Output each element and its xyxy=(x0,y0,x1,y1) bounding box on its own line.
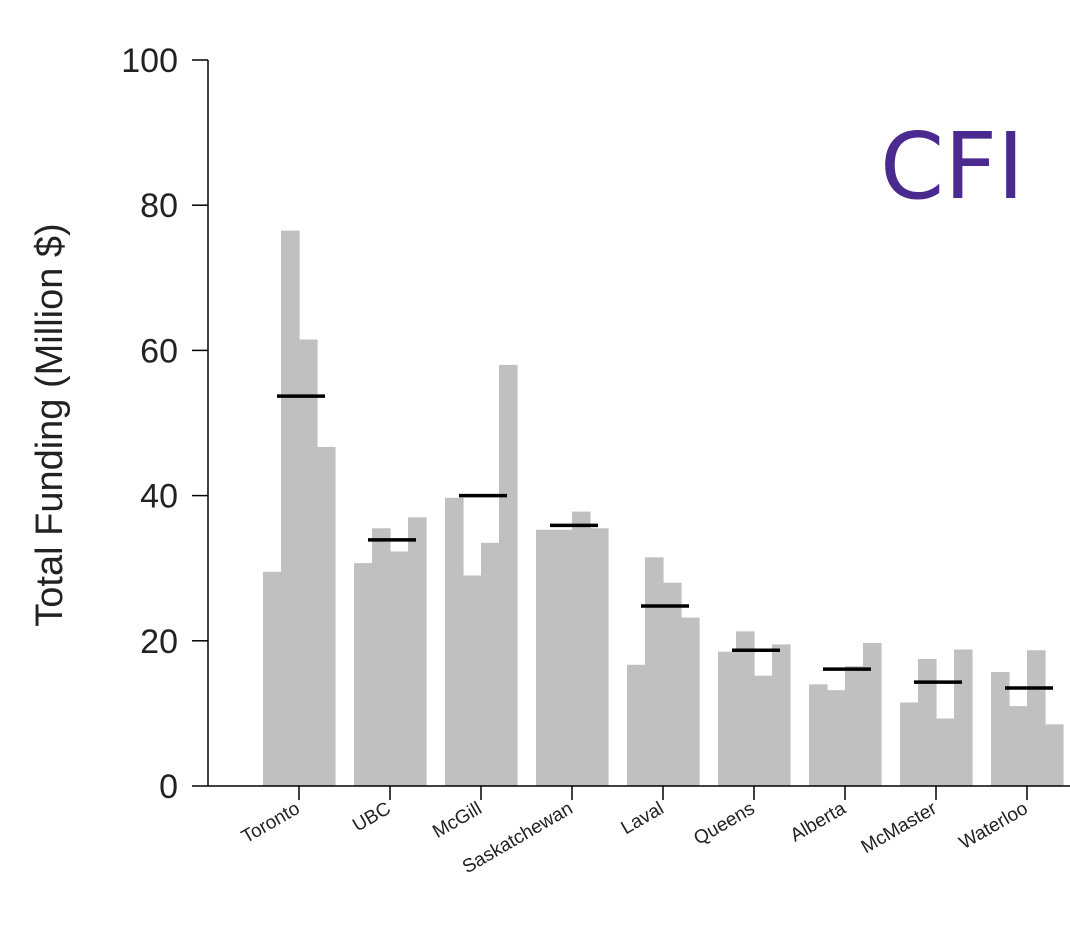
bars-layer xyxy=(263,230,1064,787)
bar-saskatchewan-4 xyxy=(590,528,609,786)
x-tick-label-mcgill: McGill xyxy=(429,798,485,843)
x-tick-label-mcmaster: McMaster xyxy=(858,798,941,858)
bar-alberta-4 xyxy=(863,642,882,786)
bar-toronto-2 xyxy=(281,230,300,787)
bar-mcmaster-2 xyxy=(918,658,937,786)
bar-saskatchewan-3 xyxy=(572,511,591,786)
bar-toronto-4 xyxy=(317,446,336,786)
y-axis-label: Total Funding (Million $) xyxy=(29,223,71,626)
x-tick-label-queens: Queens xyxy=(690,798,758,849)
bar-mcmaster-1 xyxy=(900,702,919,786)
bar-waterloo-2 xyxy=(1009,706,1028,786)
x-tick-label-waterloo: Waterloo xyxy=(956,798,1032,854)
x-tick-label-toronto: Toronto xyxy=(238,798,303,848)
bar-waterloo-1 xyxy=(991,672,1010,786)
bar-laval-1 xyxy=(627,664,646,786)
chart-title: CFI xyxy=(880,113,1024,220)
y-tick-label-0: 0 xyxy=(159,768,178,806)
bar-mcmaster-4 xyxy=(954,649,973,786)
y-tick-label-100: 100 xyxy=(121,42,178,80)
y-tick-label-80: 80 xyxy=(140,187,178,225)
bar-saskatchewan-1 xyxy=(536,529,555,786)
bar-alberta-2 xyxy=(827,690,846,786)
bar-alberta-1 xyxy=(809,684,828,786)
bar-alberta-3 xyxy=(845,666,864,786)
bar-queens-3 xyxy=(754,675,773,786)
bar-mcgill-3 xyxy=(481,542,500,786)
x-tick-label-laval: Laval xyxy=(618,798,668,839)
x-tick-label-ubc: UBC xyxy=(349,798,394,836)
y-tick-label-60: 60 xyxy=(140,332,178,370)
x-tick-label-alberta: Alberta xyxy=(787,798,850,847)
bar-laval-2 xyxy=(645,557,664,786)
y-tick-label-40: 40 xyxy=(140,478,178,516)
bar-ubc-2 xyxy=(372,528,391,786)
bar-laval-4 xyxy=(681,617,700,786)
means-layer xyxy=(277,394,1053,690)
bar-queens-4 xyxy=(772,644,791,786)
bar-mcgill-2 xyxy=(463,575,482,786)
bar-waterloo-4 xyxy=(1045,724,1064,786)
bar-ubc-1 xyxy=(354,563,373,786)
bar-mcgill-4 xyxy=(499,364,518,786)
bar-ubc-3 xyxy=(390,551,409,786)
bar-ubc-4 xyxy=(408,517,427,786)
bar-toronto-1 xyxy=(263,571,282,786)
bar-waterloo-3 xyxy=(1027,650,1046,786)
bar-queens-2 xyxy=(736,631,755,786)
bar-mcmaster-3 xyxy=(936,718,955,786)
bar-saskatchewan-2 xyxy=(554,529,573,786)
bar-laval-3 xyxy=(663,582,682,786)
bar-toronto-3 xyxy=(299,339,318,786)
y-tick-label-20: 20 xyxy=(140,623,178,661)
bar-mcgill-1 xyxy=(445,497,464,786)
bar-queens-1 xyxy=(718,651,737,786)
